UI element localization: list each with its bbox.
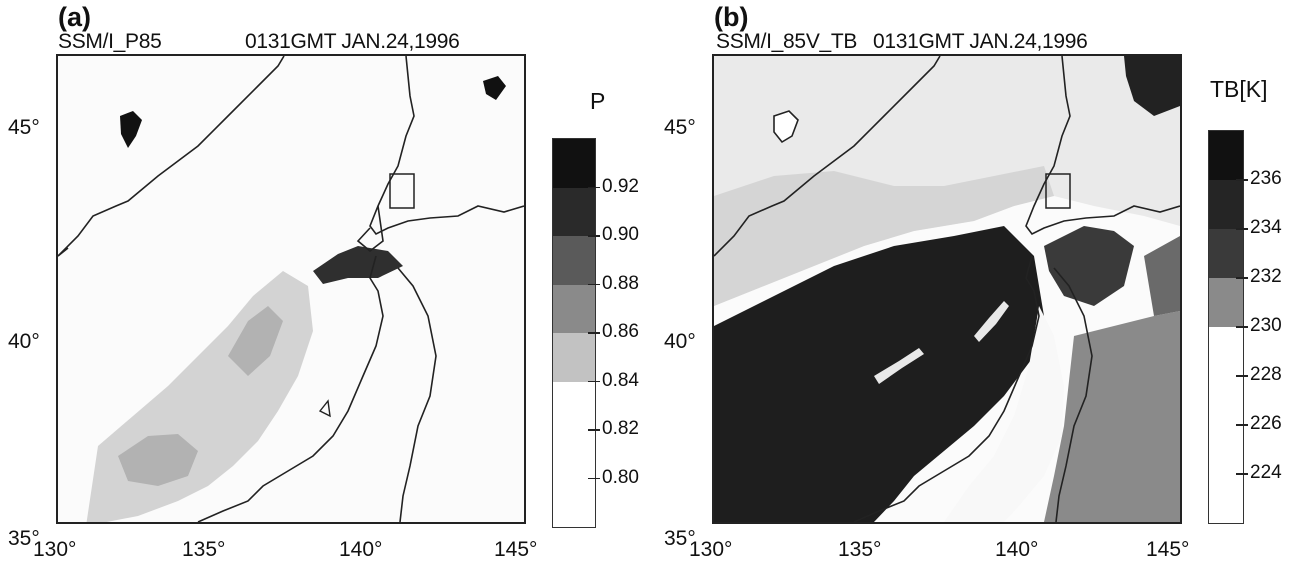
panel-b-time-title: 0131GMT JAN.24,1996	[873, 30, 1088, 53]
panel-b-honshu-east-coastline	[1053, 267, 1093, 522]
panel-a-colorbar-tickmark	[588, 186, 600, 188]
panel-a-colorbar-tickmark	[588, 477, 600, 479]
panel-b-colorbar-segment	[1209, 376, 1243, 425]
panel-b-lon-135: 135°	[838, 538, 882, 561]
panel-a-colorbar-segment	[553, 333, 595, 382]
panel-b-colorbar-tick-label: 224	[1250, 462, 1282, 483]
panel-b-map-canvas	[714, 56, 1180, 522]
panel-b-colorbar	[1208, 130, 1244, 524]
panel-b-colorbar-tickmark	[1236, 179, 1248, 181]
panel-b-colorbar-tickmark	[1236, 424, 1248, 426]
panel-b-colorbar-tick-label: 234	[1250, 217, 1282, 238]
panel-a-dark-blob-west	[120, 111, 142, 148]
panel-a-colorbar-tick-label: 0.92	[602, 175, 639, 197]
panel-b-lon-140: 140°	[995, 538, 1039, 561]
panel-b-colorbar-segment	[1209, 131, 1243, 180]
panel-b-hokkaido-coastline	[1025, 56, 1180, 236]
panel-b-lon-145: 145°	[1146, 538, 1190, 561]
panel-a-colorbar-tickmark	[588, 235, 600, 237]
panel-b-colorbar-tickmark	[1236, 375, 1248, 377]
panel-a-colorbar-tick-label: 0.88	[602, 272, 639, 294]
panel-a-dark-blob-east	[483, 76, 506, 100]
panel-b-colorbar-segment	[1209, 180, 1243, 229]
panel-b-colorbar-title: TB[K]	[1210, 76, 1268, 102]
panel-a-lon-140: 140°	[339, 538, 383, 561]
panel-b-lon-130: 130°	[689, 538, 733, 561]
panel-b-colorbar-segment	[1209, 327, 1243, 376]
panel-a-hokkaido-coastline	[369, 56, 524, 236]
panel-a-colorbar-tick-label: 0.84	[602, 369, 639, 391]
panel-a-colorbar-segment	[553, 187, 595, 236]
panel-a-colorbar	[552, 138, 596, 528]
panel-a-colorbar-tickmark	[588, 380, 600, 382]
panel-a-product-title: SSM/I_P85	[58, 30, 162, 53]
panel-a-colorbar-segment	[553, 430, 595, 479]
panel-a-dark-band	[313, 246, 403, 284]
panel-b-colorbar-tickmark	[1236, 277, 1248, 279]
panel-a-colorbar-segment	[553, 236, 595, 285]
panel-b-colorbar-segment	[1209, 229, 1243, 278]
panel-b-map	[712, 54, 1182, 524]
panel-a-colorbar-tick-label: 0.90	[602, 224, 639, 245]
panel-a-colorbar-tick-label: 0.80	[602, 466, 639, 488]
panel-a-colorbar-segment	[553, 139, 595, 188]
panel-a-lat-35: 35°	[8, 527, 40, 550]
panel-b-colorbar-tick-label: 232	[1250, 266, 1282, 287]
panel-b-colorbar-tick-label: 228	[1250, 364, 1282, 385]
panel-b-label: (b)	[714, 2, 749, 32]
panel-a-colorbar-tickmark	[588, 283, 600, 285]
panel-b-colorbar-segment	[1209, 474, 1243, 523]
panel-a-honshu-east-coastline	[397, 267, 437, 522]
panel-b-lat-35: 35°	[664, 527, 696, 550]
panel-a-lat-40: 40°	[8, 330, 40, 353]
panel-a-lat-45: 45°	[8, 116, 40, 139]
panel-a-colorbar-tickmark	[588, 332, 600, 334]
panel-b-colorbar-tickmark	[1236, 473, 1248, 475]
panel-a-map-canvas	[58, 56, 524, 522]
panel-a-colorbar-segment	[553, 478, 595, 527]
panel-a-colorbar-segment	[553, 381, 595, 430]
panel-a-honshu-west-coastline	[197, 255, 384, 522]
panel-b-colorbar-segment	[1209, 278, 1243, 327]
panel-b-asia-coastline	[714, 56, 941, 257]
panel-a-lon-135: 135°	[182, 538, 226, 561]
panel-b-lat-45: 45°	[664, 116, 696, 139]
panel-a-time-title: 0131GMT JAN.24,1996	[245, 30, 460, 53]
panel-b-colorbar-tickmark	[1236, 326, 1248, 328]
panel-a-map	[56, 54, 526, 524]
panel-b-lake-outline	[773, 110, 799, 144]
panel-b-colorbar-segment	[1209, 425, 1243, 474]
panel-a-colorbar-tick-label: 0.86	[602, 321, 639, 342]
panel-b-colorbar-tick-label: 236	[1250, 168, 1282, 189]
panel-b-colorbar-tick-label: 230	[1250, 315, 1282, 336]
panel-a-marker-box	[389, 173, 415, 209]
panel-a-lon-145: 145°	[494, 538, 538, 561]
panel-b-pacific-field	[1044, 311, 1180, 522]
panel-a-lon-130: 130°	[33, 538, 77, 561]
panel-a-colorbar-tickmark	[588, 429, 600, 431]
panel-a-colorbar-tick-label: 0.82	[602, 418, 639, 439]
panel-b-lat-40: 40°	[664, 330, 696, 353]
panel-b-dark-blob-east	[1124, 56, 1180, 116]
panel-b-colorbar-tickmark	[1236, 228, 1248, 230]
panel-b-marker-box	[1045, 173, 1071, 209]
panel-b-product-title: SSM/I_85V_TB	[716, 30, 858, 53]
panel-a-label: (a)	[58, 2, 91, 32]
panel-a-colorbar-title: P	[590, 88, 606, 114]
panel-a-colorbar-segment	[553, 284, 595, 333]
panel-b-colorbar-tick-label: 226	[1250, 413, 1282, 434]
panel-b-honshu-land	[944, 306, 1064, 522]
panel-a-asia-coastline	[58, 56, 285, 257]
panel-b-honshu-west-coastline	[853, 255, 1040, 522]
